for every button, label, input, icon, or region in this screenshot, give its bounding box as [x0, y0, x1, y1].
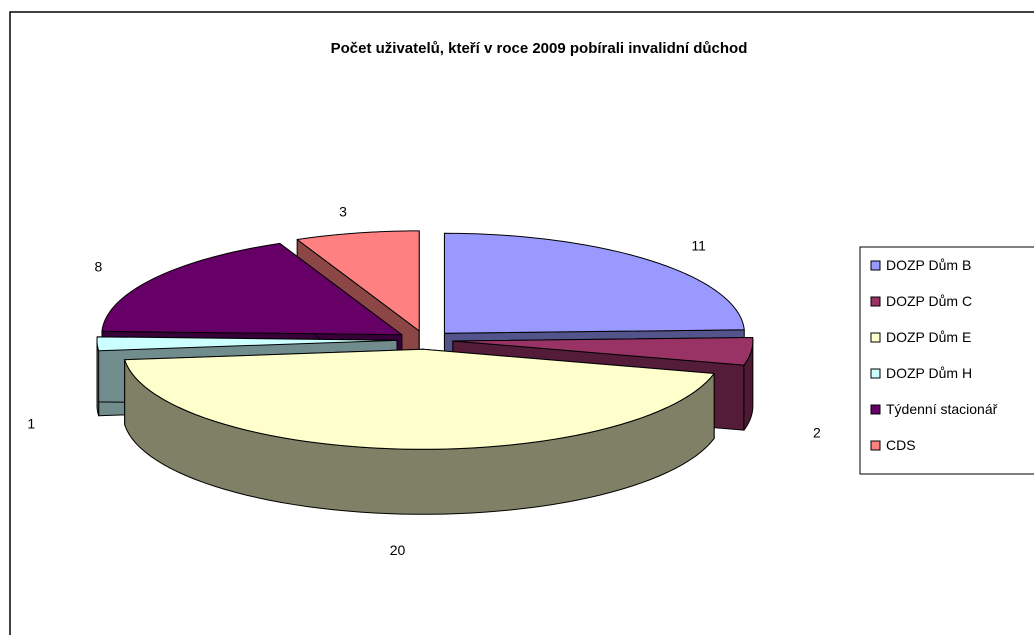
data-label-cds: 3 — [339, 204, 347, 220]
legend-label: DOZP Dům H — [886, 365, 972, 381]
legend-swatch — [870, 404, 881, 415]
legend-item-tydenni-stacionar: Týdenní stacionář — [870, 401, 998, 417]
pie-top-face — [296, 230, 420, 332]
legend-swatch — [870, 368, 881, 379]
legend-swatch — [870, 440, 881, 451]
pie-top-face — [101, 242, 403, 336]
data-label-dozp-dum-h: 1 — [27, 416, 35, 432]
legend-label: DOZP Dům E — [886, 329, 971, 345]
data-label-dozp-dum-e: 20 — [390, 542, 406, 558]
legend-label: DOZP Dům B — [886, 257, 971, 273]
pie-top-face — [124, 348, 715, 450]
pie-top-face — [452, 336, 754, 366]
legend-item-cds: CDS — [870, 437, 916, 453]
legend-label: CDS — [886, 437, 916, 453]
data-label-dozp-dum-b: 11 — [691, 238, 706, 254]
chart-title: Počet uživatelů, kteří v roce 2009 pobír… — [331, 40, 748, 57]
legend-swatch — [870, 332, 881, 343]
pie-slice-dozp-dum-e — [124, 348, 715, 515]
data-labels: 11 2 20 1 8 3 — [27, 204, 821, 558]
data-label-tydenni-stacionar: 8 — [94, 259, 102, 275]
legend-item-dozp-dum-c: DOZP Dům C — [870, 293, 972, 309]
legend-label: DOZP Dům C — [886, 293, 972, 309]
legend-item-dozp-dum-h: DOZP Dům H — [870, 365, 972, 381]
pie-top-face — [443, 232, 745, 334]
pie-slices — [96, 230, 754, 515]
data-label-dozp-dum-c: 2 — [813, 425, 821, 441]
legend-item-dozp-dum-e: DOZP Dům E — [870, 329, 971, 345]
pie-top-face — [96, 336, 398, 352]
legend-box — [859, 246, 1034, 475]
legend-swatch — [870, 260, 881, 271]
legend-swatch — [870, 296, 881, 307]
legend-label: Týdenní stacionář — [886, 401, 998, 417]
legend: DOZP Dům B DOZP Dům C DOZP Dům E DOZP Dům H… — [859, 246, 1034, 475]
legend-item-dozp-dum-b: DOZP Dům B — [870, 257, 971, 273]
